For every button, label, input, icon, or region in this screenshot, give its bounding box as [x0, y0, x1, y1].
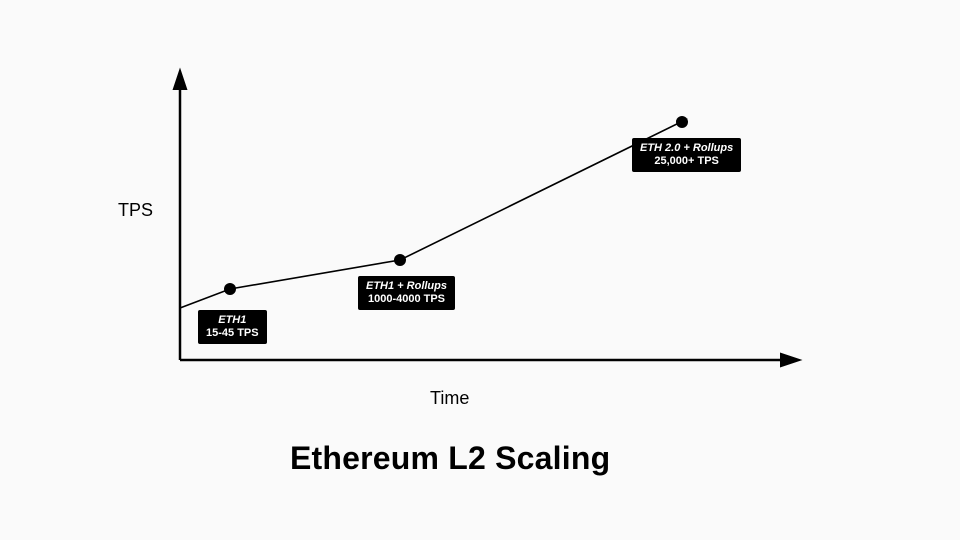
- callout-eth1-rollups-title: ETH1 + Rollups: [366, 280, 447, 293]
- callout-eth2-rollups-value: 25,000+ TPS: [640, 155, 733, 168]
- y-axis-label: TPS: [118, 200, 153, 221]
- callout-eth1-title: ETH1: [206, 314, 259, 327]
- callout-eth1: ETH1 15-45 TPS: [198, 310, 267, 344]
- chart-stage: { "chart": { "type": "line", "background…: [0, 0, 960, 540]
- marker-eth1-rollups: [394, 254, 406, 266]
- callout-eth1-rollups: ETH1 + Rollups 1000-4000 TPS: [358, 276, 455, 310]
- marker-eth2-rollups: [676, 116, 688, 128]
- callout-eth1-rollups-value: 1000-4000 TPS: [366, 293, 447, 306]
- callout-eth1-value: 15-45 TPS: [206, 327, 259, 340]
- marker-eth1: [224, 283, 236, 295]
- callout-eth2-rollups: ETH 2.0 + Rollups 25,000+ TPS: [632, 138, 741, 172]
- chart-title: Ethereum L2 Scaling: [290, 440, 610, 477]
- x-axis-label: Time: [430, 388, 469, 409]
- callout-eth2-rollups-title: ETH 2.0 + Rollups: [640, 142, 733, 155]
